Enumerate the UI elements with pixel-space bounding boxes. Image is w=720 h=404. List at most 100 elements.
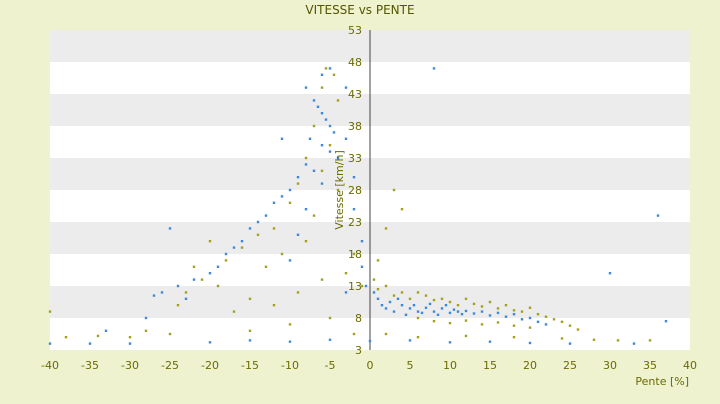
data-point	[88, 342, 92, 345]
data-point	[436, 313, 440, 316]
data-point	[480, 310, 484, 313]
data-point	[544, 323, 548, 326]
data-point	[328, 150, 332, 153]
data-point	[48, 310, 52, 313]
data-point	[320, 73, 324, 76]
data-point	[224, 252, 228, 256]
data-point	[504, 315, 508, 318]
data-point	[416, 291, 420, 294]
data-point	[160, 291, 164, 294]
data-point	[280, 252, 284, 256]
data-point	[392, 310, 396, 313]
data-point	[312, 169, 316, 172]
data-point	[232, 246, 236, 249]
data-point	[452, 308, 456, 311]
x-tick-label: -30	[121, 359, 139, 372]
data-point	[168, 227, 172, 230]
data-point	[336, 188, 340, 192]
data-point	[448, 341, 452, 344]
data-point	[320, 144, 324, 147]
data-point	[316, 105, 320, 108]
data-point	[248, 339, 252, 342]
x-tick-label: -25	[161, 359, 179, 372]
data-point	[312, 124, 316, 128]
data-point	[192, 278, 196, 281]
data-point	[256, 233, 260, 236]
data-point	[544, 315, 548, 318]
data-point	[632, 342, 636, 345]
x-axis-tick-labels: -40 -35 -30 -25 -20 -15 -10 -5 0 5 10 15 20 25 30 35 40	[41, 359, 697, 372]
data-point	[400, 291, 404, 294]
data-point	[336, 156, 340, 160]
data-point	[428, 302, 432, 306]
x-tick-label: 0	[367, 359, 374, 372]
data-point	[288, 340, 292, 343]
data-point	[364, 284, 368, 288]
x-tick-label: -40	[41, 359, 59, 372]
data-point	[304, 163, 308, 166]
data-point	[376, 297, 380, 300]
data-point	[304, 156, 308, 160]
y-axis-label: Vitesse [km/h]	[333, 150, 346, 230]
data-point	[312, 214, 316, 217]
data-point	[552, 318, 556, 321]
y-tick-label: 13	[348, 280, 362, 293]
data-point	[184, 291, 188, 294]
data-point	[224, 259, 228, 262]
data-point	[248, 227, 252, 230]
data-point	[420, 311, 424, 315]
data-point	[336, 99, 340, 102]
data-point	[528, 341, 532, 345]
x-tick-label: 10	[443, 359, 457, 372]
data-point	[528, 326, 532, 329]
data-point	[308, 137, 312, 140]
data-point	[128, 342, 132, 345]
data-point	[448, 311, 452, 315]
data-point	[424, 306, 428, 309]
data-point	[408, 307, 412, 310]
data-point	[648, 339, 652, 342]
data-point	[504, 304, 508, 307]
data-point	[48, 342, 52, 345]
data-point	[488, 314, 492, 317]
data-point	[412, 304, 416, 307]
data-point	[152, 294, 156, 297]
data-point	[344, 86, 348, 89]
data-point	[168, 332, 172, 336]
data-point	[360, 284, 364, 288]
data-point	[480, 305, 484, 308]
data-point	[288, 201, 292, 204]
data-point	[384, 332, 388, 336]
data-point	[444, 304, 448, 307]
data-point	[576, 328, 580, 331]
data-point	[384, 227, 388, 230]
data-point	[536, 320, 540, 324]
data-point	[460, 312, 464, 316]
data-point	[208, 341, 212, 344]
data-point	[448, 300, 452, 304]
data-point	[240, 246, 244, 249]
data-point	[248, 297, 252, 300]
data-point	[608, 272, 612, 275]
data-point	[352, 332, 356, 336]
data-point	[520, 310, 524, 313]
data-point	[208, 240, 212, 243]
data-point	[360, 265, 364, 268]
data-point	[304, 240, 308, 243]
data-point	[432, 298, 436, 302]
x-tick-label: 40	[683, 359, 697, 372]
data-point	[216, 265, 220, 268]
data-point	[616, 339, 620, 342]
data-point	[432, 310, 436, 313]
data-point	[328, 67, 332, 70]
data-point	[456, 310, 460, 313]
data-point	[520, 318, 524, 321]
data-point	[376, 259, 380, 262]
data-point	[324, 67, 328, 70]
data-point	[512, 312, 516, 316]
data-point	[528, 316, 532, 320]
x-axis-label: Pente [%]	[635, 375, 689, 388]
data-point	[592, 338, 596, 341]
data-point	[568, 342, 572, 345]
